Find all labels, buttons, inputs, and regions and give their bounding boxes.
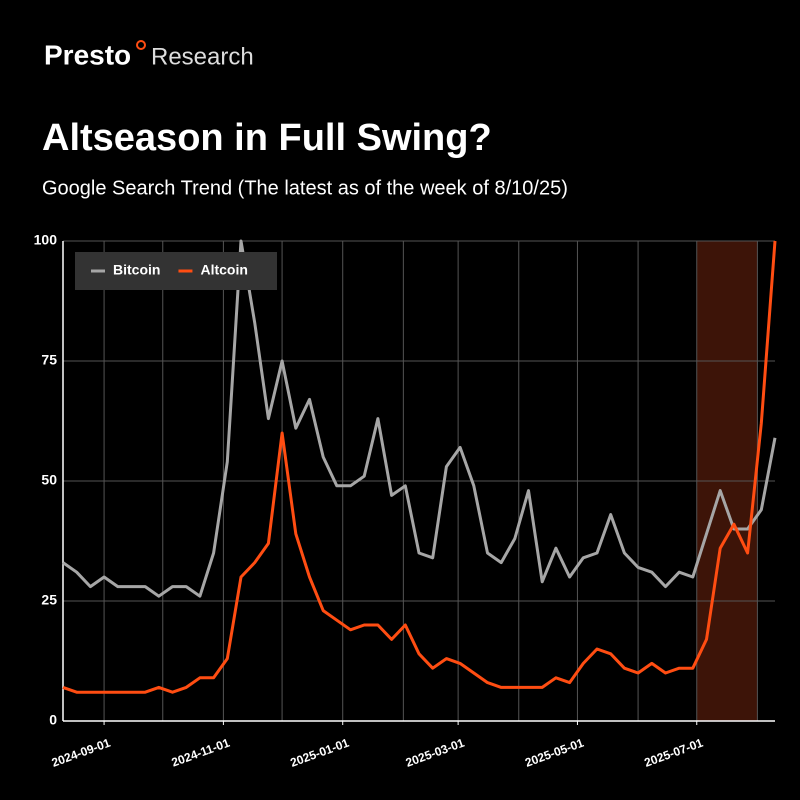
- legend-box: [75, 252, 277, 290]
- y-tick-label: 100: [34, 232, 58, 248]
- brand-suffix: Research: [151, 43, 254, 70]
- y-tick-label: 25: [41, 592, 57, 608]
- series-line: [62, 240, 777, 694]
- legend-label: Bitcoin: [113, 262, 160, 278]
- brand: Presto: [44, 39, 131, 70]
- legend-label: Altcoin: [200, 262, 247, 278]
- y-tick-label: 50: [41, 472, 57, 488]
- chart-title: Altseason in Full Swing?: [42, 117, 492, 159]
- chart-subtitle: Google Search Trend (The latest as of th…: [42, 177, 568, 199]
- series-line: [62, 239, 777, 598]
- y-tick-label: 75: [41, 352, 57, 368]
- y-tick-label: 0: [49, 712, 57, 728]
- brand-dot: [136, 40, 146, 50]
